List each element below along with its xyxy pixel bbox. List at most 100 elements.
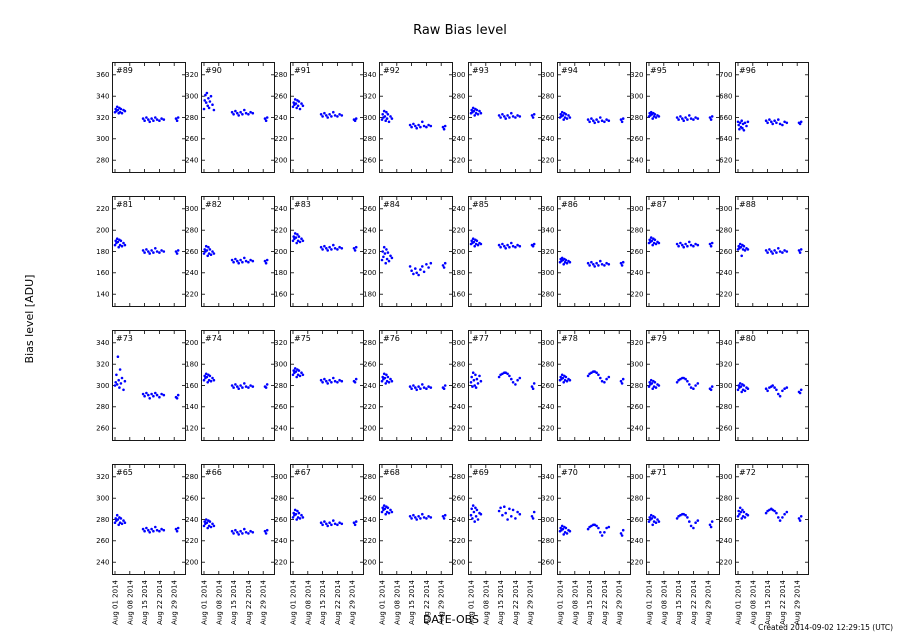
x-tick-label: Aug 29 2014 [171,579,179,624]
x-tick-label: Aug 01 2014 [290,579,298,624]
data-point [326,524,329,528]
subplot-77: 220 240 260 280 300 #77 [452,330,542,441]
axes-frame [557,330,631,441]
data-point [688,240,691,244]
data-point [743,121,747,125]
data-point [415,518,418,521]
y-tick-label: 300 [185,205,198,213]
data-point [381,250,384,253]
x-tick-label: Aug 08 2014 [393,579,401,624]
y-tick-label: 220 [719,291,732,299]
data-point [143,529,146,533]
data-point [503,244,506,248]
y-tick-label: 220 [452,425,465,433]
data-point [472,378,476,382]
data-point [742,510,746,514]
subplot-84: 180 200 220 240 260 #84 [363,196,453,307]
data-point [383,507,387,511]
data-point [148,531,151,534]
data-point [501,513,504,517]
data-point [323,377,326,381]
y-tick-label: 200 [274,248,287,256]
y-tick-label: 260 [363,495,376,503]
data-point [565,261,569,265]
data-point [653,516,657,519]
data-point [380,379,384,383]
data-point [298,517,302,520]
data-point [648,381,651,384]
data-point [656,518,659,521]
data-point [621,377,625,381]
data-point [249,110,252,114]
data-point [562,263,565,266]
data-point [211,250,214,253]
data-point [441,264,445,267]
data-point [501,372,504,376]
data-point [208,374,212,378]
data-point [209,253,213,256]
data-point [232,386,235,389]
data-point [301,516,305,519]
data-point [599,531,602,534]
x-tick-label: Aug 22 2014 [334,579,342,624]
panel-label: #96 [739,66,756,75]
y-tick-label: 160 [185,382,198,390]
data-point [516,378,519,382]
data-point [176,393,180,397]
y-tick-label: 700 [719,71,732,79]
y-tick-label: 320 [96,114,109,122]
data-point [383,252,387,255]
y-tick-label: 220 [452,157,465,165]
data-point [408,123,412,127]
data-point [650,239,654,243]
y-tick-label: 260 [96,425,109,433]
data-point [741,515,745,518]
panel-label: #80 [739,334,756,343]
data-point [799,120,803,124]
data-point [568,260,572,264]
data-point [415,388,418,392]
data-point [781,251,784,254]
y-tick-label: 260 [719,516,732,524]
data-point [244,111,248,115]
data-point [162,393,166,397]
data-point [323,244,326,248]
data-point [561,114,565,117]
y-tick-label: 260 [630,403,643,411]
data-point [442,266,446,269]
data-point [204,372,208,376]
data-point [204,244,208,248]
data-point [600,534,604,537]
data-point [120,111,124,115]
y-tick-label: 300 [185,93,198,101]
data-point [560,110,564,114]
x-tick-label: Aug 01 2014 [646,579,654,624]
data-point [764,511,768,515]
data-point [479,512,483,516]
data-point [653,381,657,384]
data-point [325,522,328,526]
data-point [328,245,331,249]
data-point [560,524,564,528]
data-point [354,520,358,523]
data-point [692,244,695,248]
data-point [563,116,567,119]
x-tick-label: Aug 29 2014 [438,579,446,624]
data-point [783,249,786,252]
subplot-88: 220 240 260 280 300 #88 [719,196,809,307]
data-point [116,355,120,358]
panel-label: #72 [739,468,756,477]
data-point [654,116,658,119]
data-point [510,377,513,381]
y-tick-label: 260 [363,361,376,369]
data-point [422,386,426,389]
data-point [652,115,656,118]
data-point [243,256,246,260]
y-tick-label: 220 [452,537,465,545]
data-point [620,120,624,124]
data-point [297,511,301,515]
data-point [115,105,119,109]
data-point [603,531,606,534]
data-point [743,516,747,519]
data-point [657,115,661,118]
